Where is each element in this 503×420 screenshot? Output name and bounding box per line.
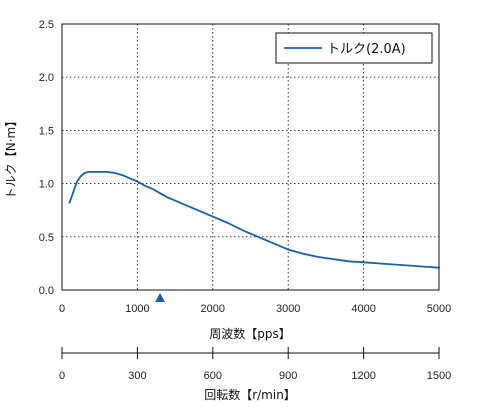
rpm-tick-label: 600	[204, 370, 222, 382]
frequency-marker	[155, 293, 166, 302]
x-tick-label: 3000	[276, 303, 300, 315]
series-line-torque	[68, 170, 440, 269]
x-tick-label: 4000	[351, 303, 375, 315]
x-axis-title: 周波数【pps】	[209, 326, 291, 341]
y-tick-label: 0.5	[39, 232, 54, 244]
grid	[62, 24, 439, 290]
tick-labels: 0 1000 2000 3000 4000 5000 0.0 0.5 1.0 1.5 2.0 2.5	[39, 19, 452, 315]
rpm-tick-label: 1200	[351, 370, 375, 382]
y-tick-label: 2.5	[39, 19, 54, 31]
y-tick-label: 1.0	[39, 179, 54, 191]
legend: トルク(2.0A)	[275, 32, 433, 64]
rpm-tick-labels: 0 300 600 900 1200 1500	[59, 370, 451, 382]
x-tick-label: 1000	[125, 303, 149, 315]
rpm-tick-label: 900	[279, 370, 297, 382]
y-tick-label: 0.0	[39, 285, 54, 297]
legend-label: トルク(2.0A)	[327, 42, 406, 57]
x-tick-label: 2000	[201, 303, 225, 315]
y-tick-label: 2.0	[39, 72, 54, 84]
x-tick-label: 5000	[427, 303, 451, 315]
plot-frame	[61, 23, 440, 291]
y-tick-label: 1.5	[39, 125, 54, 137]
y-axis-title: トルク【N·m】	[4, 115, 18, 199]
series-lines	[68, 170, 440, 269]
rpm-tick-label: 0	[59, 370, 65, 382]
x-tick-label: 0	[59, 303, 65, 315]
rpm-tick-label: 1500	[427, 370, 451, 382]
rpm-tick-label: 300	[128, 370, 146, 382]
rpm-axis-title: 回転数【r/min】	[204, 387, 296, 402]
rpm-axis	[61, 347, 440, 359]
